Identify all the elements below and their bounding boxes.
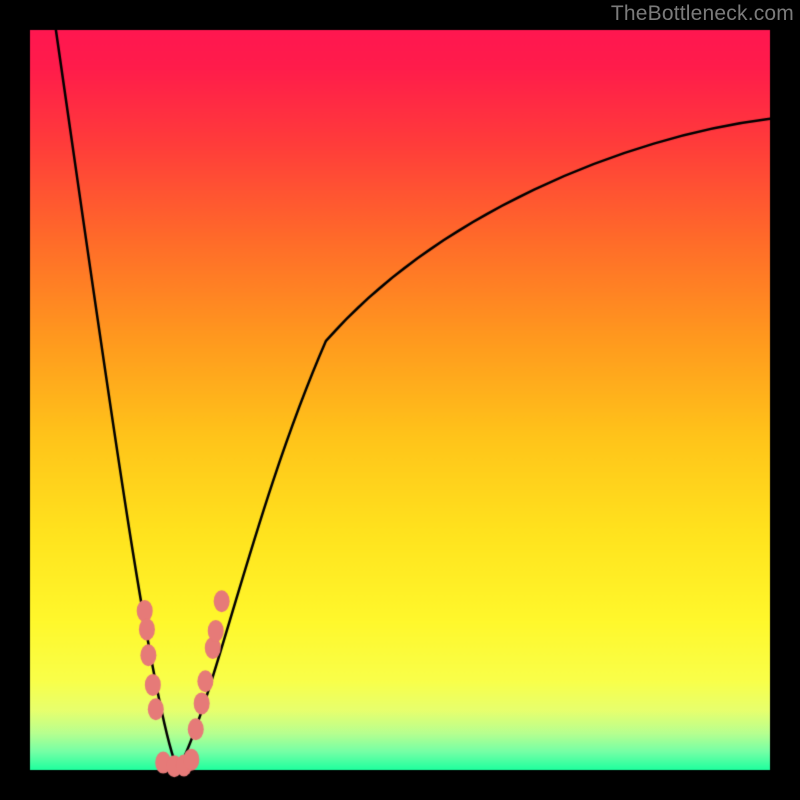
bottleneck-chart-canvas	[0, 0, 800, 800]
